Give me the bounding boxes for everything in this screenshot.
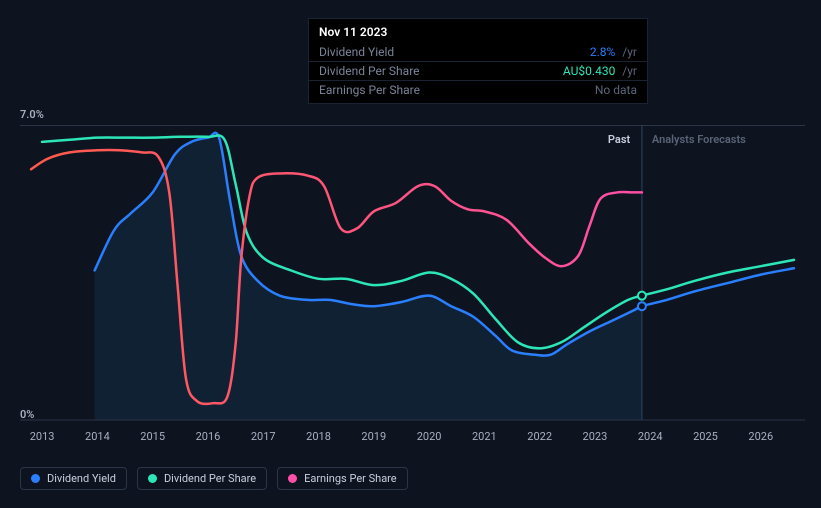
- x-tick: 2020: [417, 430, 442, 443]
- tooltip-row: Earnings Per Share No data: [309, 80, 647, 99]
- x-tick: 2018: [306, 430, 331, 443]
- dividend-chart: 7.0% 0% 2013 2014 2015 2016 2017 2018 2019 2020…: [0, 0, 821, 508]
- x-tick: 2024: [638, 430, 663, 443]
- tooltip-row-label: Earnings Per Share: [319, 83, 420, 97]
- tooltip-row: Dividend Per Share AU$0.430 /yr: [309, 61, 647, 80]
- x-tick: 2022: [527, 430, 552, 443]
- legend-item[interactable]: Dividend Per Share: [137, 467, 267, 490]
- x-tick: 2015: [140, 430, 165, 443]
- legend-label: Dividend Yield: [47, 472, 116, 485]
- x-tick: 2019: [361, 430, 386, 443]
- y-axis-min-label: 0%: [20, 408, 34, 421]
- legend-dot-icon: [288, 474, 297, 483]
- legend-item[interactable]: Earnings Per Share: [277, 467, 408, 490]
- tooltip-row-label: Dividend Per Share: [319, 64, 420, 78]
- y-axis-max-label: 7.0%: [20, 108, 44, 121]
- region-label-past: Past: [608, 133, 630, 146]
- x-tick: 2013: [30, 430, 55, 443]
- legend-dot-icon: [148, 474, 157, 483]
- tooltip-date: Nov 11 2023: [309, 23, 647, 43]
- x-tick: 2017: [251, 430, 276, 443]
- x-tick: 2021: [472, 430, 497, 443]
- series-marker: [638, 302, 646, 310]
- chart-tooltip: Nov 11 2023 Dividend Yield2.8% /yrDivide…: [308, 18, 648, 104]
- series-marker: [638, 292, 646, 300]
- legend-label: Earnings Per Share: [304, 472, 397, 485]
- chart-legend: Dividend Yield Dividend Per Share Earnings…: [20, 467, 408, 490]
- x-tick: 2026: [748, 430, 773, 443]
- x-tick: 2025: [693, 430, 718, 443]
- tooltip-row-label: Dividend Yield: [319, 45, 394, 59]
- tooltip-row: Dividend Yield 2.8% /yr: [309, 43, 647, 61]
- tooltip-row-value: AU$0.430 /yr: [563, 64, 637, 78]
- tooltip-row-value: No data: [595, 83, 637, 97]
- legend-label: Dividend Per Share: [164, 472, 256, 485]
- legend-item[interactable]: Dividend Yield: [20, 467, 127, 490]
- x-tick: 2023: [583, 430, 608, 443]
- tooltip-row-value: 2.8% /yr: [590, 45, 637, 59]
- x-tick: 2014: [85, 430, 110, 443]
- region-label-forecast: Analysts Forecasts: [652, 133, 746, 146]
- legend-dot-icon: [31, 474, 40, 483]
- x-tick: 2016: [196, 430, 221, 443]
